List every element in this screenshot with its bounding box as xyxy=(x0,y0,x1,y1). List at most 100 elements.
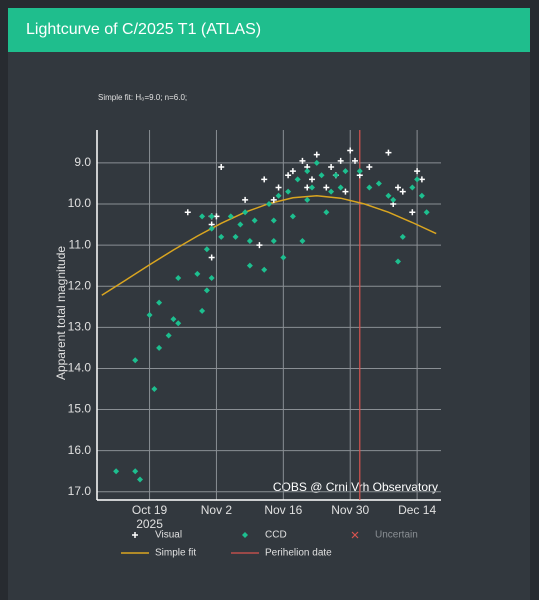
ccd-point xyxy=(337,184,344,191)
visual-point xyxy=(275,184,282,191)
ccd-point xyxy=(313,159,320,166)
visual-point xyxy=(309,176,315,183)
ccd-point xyxy=(328,188,335,195)
ccd-point xyxy=(232,233,239,240)
ccd-point xyxy=(395,258,401,265)
ccd-point xyxy=(323,209,330,216)
ccd-point xyxy=(199,307,206,314)
visual-point xyxy=(299,157,306,164)
ccd-point xyxy=(146,312,153,318)
ccd-point xyxy=(203,287,210,294)
ccd-point xyxy=(390,196,397,203)
ccd-point xyxy=(242,209,249,216)
ccd-point xyxy=(366,184,373,191)
visual-point xyxy=(256,242,263,249)
visual-point xyxy=(323,184,330,191)
visual-point xyxy=(313,151,320,158)
ccd-point xyxy=(418,192,425,199)
x-tick-label: Nov 30 xyxy=(331,503,369,517)
visual-point xyxy=(285,172,292,179)
fit-annotation: Simple fit: H₀=9.0; n=6.0; xyxy=(98,93,187,102)
visual-point xyxy=(366,164,373,170)
visual-point xyxy=(218,164,225,170)
ccd-point xyxy=(203,246,210,253)
y-tick-label: 9.0 xyxy=(74,155,91,169)
ccd-point xyxy=(251,217,258,224)
ccd-point xyxy=(299,238,306,244)
x-tick-label: Nov 16 xyxy=(264,503,302,517)
visual-point xyxy=(261,176,268,183)
ccd-point xyxy=(246,262,253,269)
y-axis-label: Apparent total magnitude xyxy=(54,246,68,380)
y-tick-label: 11.0 xyxy=(69,237,92,251)
visual-point xyxy=(242,196,249,203)
ccd-point xyxy=(294,176,301,183)
visual-point xyxy=(337,157,344,164)
ccd-point xyxy=(275,192,282,199)
x-tick-label: Dec 14 xyxy=(398,503,436,517)
ccd-point xyxy=(304,196,311,203)
source-note: COBS @ Crni Vrh Observatory xyxy=(273,480,438,494)
y-tick-label: 15.0 xyxy=(68,402,92,416)
x-tick-label: Nov 2 xyxy=(201,503,233,517)
y-tick-label: 17.0 xyxy=(68,484,92,498)
ccd-point xyxy=(289,213,296,220)
y-tick-label: 10.0 xyxy=(68,196,92,210)
ccd-point xyxy=(304,168,311,175)
ccd-point xyxy=(332,172,339,179)
ccd-point xyxy=(170,316,177,323)
ccd-point xyxy=(414,176,421,183)
ccd-point xyxy=(175,320,182,327)
grid xyxy=(97,130,441,500)
ccd-point xyxy=(165,332,172,339)
ccd-point xyxy=(399,233,406,240)
visual-point xyxy=(347,147,354,154)
legend-label: Uncertain xyxy=(375,530,418,541)
ccd-point xyxy=(199,213,206,220)
visual-point xyxy=(328,164,335,170)
ccd-point xyxy=(309,184,315,191)
ccd-point xyxy=(261,266,268,273)
panel-title: Lightcurve of C/2025 T1 (ATLAS) xyxy=(8,8,530,52)
visual-point xyxy=(399,188,406,195)
ccd-point xyxy=(132,468,139,475)
x-tick-year: 2025 xyxy=(136,517,163,531)
x-tick-label: Oct 19 xyxy=(132,503,168,517)
ccd-point xyxy=(227,213,234,220)
ccd-point xyxy=(208,275,215,281)
legend-marker xyxy=(351,531,359,539)
ccd-point xyxy=(237,221,244,228)
ccd-point xyxy=(218,233,225,240)
ccd-point xyxy=(270,217,277,224)
ccd-point xyxy=(266,201,272,207)
ccd-point xyxy=(151,386,158,392)
ccd-point xyxy=(318,172,325,179)
visual-point xyxy=(208,254,215,261)
y-tick-label: 14.0 xyxy=(68,361,92,375)
ccd-point xyxy=(156,344,163,351)
ccd-point xyxy=(375,180,382,187)
y-tick-label: 16.0 xyxy=(68,443,92,457)
ccd-point xyxy=(423,209,430,216)
ccd-point xyxy=(385,192,392,199)
ccd-point xyxy=(113,468,120,475)
visual-point xyxy=(352,157,358,164)
ccd-point xyxy=(156,299,163,306)
ccd-point xyxy=(409,184,416,191)
visual-point xyxy=(409,209,416,216)
visual-point xyxy=(414,168,421,175)
ccd-point xyxy=(270,238,277,244)
legend-label: Visual xyxy=(155,530,182,541)
visual-point xyxy=(270,196,277,203)
ccd-point xyxy=(208,213,215,220)
visual-point xyxy=(342,188,349,195)
ccd-point xyxy=(342,168,349,175)
legend-marker xyxy=(242,532,248,538)
ccd-point xyxy=(280,254,287,261)
ccd-point xyxy=(194,270,201,277)
legend-label: Simple fit xyxy=(155,548,196,559)
ccd-point xyxy=(132,357,139,364)
visual-point xyxy=(289,168,296,175)
